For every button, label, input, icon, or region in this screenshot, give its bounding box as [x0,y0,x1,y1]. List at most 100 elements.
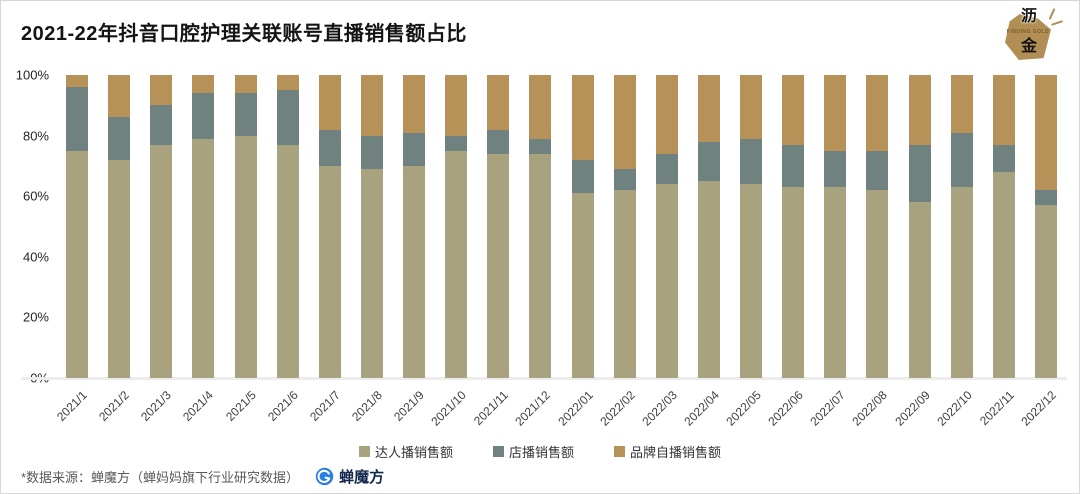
brand-caption: FINDING GOLD [1006,29,1050,35]
bar-segment [908,75,931,145]
legend-item: 店播销售额 [492,442,574,461]
bar-segment [824,187,847,378]
bar-segment [192,75,215,94]
x-tick-label: 2022/10 [934,388,975,429]
bar-segment [403,132,425,166]
bar-segment [66,87,88,151]
legend-label: 达人播销售额 [374,445,453,460]
bar-segment [866,190,889,378]
bar-segment [192,93,215,139]
bar-segment [571,159,594,194]
stacked-bar-2022-04 [697,75,720,378]
bar-segment [487,129,510,154]
bar-segment [66,150,88,378]
stacked-bar-2022-01 [571,75,594,378]
x-tick-label: 2021/3 [138,388,175,424]
x-tick-label: 2021/8 [348,388,385,424]
stacked-bar-2021-9 [403,75,425,378]
bar-segment [992,75,1015,145]
stacked-bar-2021-6 [276,75,299,378]
bar-segment [150,144,173,378]
bar-segment [529,153,552,378]
bar-segment [66,75,88,88]
x-tick-label: 2021/7 [306,388,343,424]
bar-segment [697,181,720,378]
stacked-bar-2021-2 [108,75,131,378]
bar-segment [360,75,383,136]
bar-segment [108,117,131,160]
y-tick-label: 80% [22,128,49,144]
bar-segment [234,135,257,378]
legend-swatch-icon [358,446,370,457]
stacked-bar-2022-03 [655,75,678,378]
bar-segment [529,138,552,154]
stacked-bar-2022-05 [740,75,762,378]
bar-segment [360,168,383,378]
bar-segment [866,150,889,191]
x-tick-label: 2021/9 [391,388,427,424]
bar-segment [613,168,636,191]
stacked-bar-2022-08 [866,75,889,378]
x-tick-label: 2021/5 [222,388,259,424]
bar-segment [992,144,1015,172]
x-tick-label: 2022/02 [597,388,638,429]
y-tick-label: 100% [15,67,49,83]
x-tick-label: 2022/04 [681,388,722,429]
bar-segment [192,138,215,378]
bar-segment [487,75,510,130]
x-tick-label: 2022/06 [765,388,807,429]
x-tick-label: 2022/03 [639,388,680,429]
data-source-note: *数据来源：蝉魔方（蝉妈妈旗下行业研究数据） [21,470,300,485]
bar-segment [655,153,678,185]
x-tick-label: 2022/09 [891,388,933,429]
page-title: 2021-22年抖音口腔护理关联账号直播销售额占比 [21,23,467,45]
bar-segment [613,190,636,378]
bar-segment [740,138,762,185]
x-tick-label: 2022/05 [723,388,764,429]
bar-segment [1034,75,1057,191]
bar-segment [782,144,805,188]
bar-segment [824,150,847,188]
stacked-bar-2022-12 [1034,75,1057,378]
chanmofang-name: 蝉魔方 [339,469,385,486]
bar-segment [403,75,425,133]
legend-item: 品牌自播销售额 [614,442,721,461]
stacked-bar-2021-4 [192,75,215,378]
bar-segment [908,144,931,203]
bar-segment [571,75,594,160]
stacked-bar-2021-11 [487,75,510,378]
bar-segment [1034,205,1057,378]
bar-segment [824,75,847,151]
bar-segment [487,153,510,378]
bar-segment [655,75,678,154]
bar-segment [276,90,299,145]
y-tick-label: 40% [22,249,49,265]
x-tick-label: 2022/07 [807,388,849,429]
bar-segment [697,75,720,142]
lijin-brand-logo: 沥 FINDING GOLD 金 [1003,6,1064,64]
stacked-bar-2021-7 [318,75,341,378]
bar-segment [782,187,805,378]
stacked-bar-2022-06 [782,75,805,378]
bar-segment [950,187,973,378]
y-axis: 0%20%40%60%80%100% [1,68,59,386]
x-tick-label: 2021/1 [54,388,90,424]
stacked-bar-2022-10 [950,75,973,378]
x-axis-labels: 2021/1 2021/2 2021/3 2021/4 2021/5 2021/6 2021… [54,75,1059,429]
bar-segment [108,75,131,118]
bar-segment [360,135,383,169]
brand-char-bottom: 金 [1020,38,1037,55]
chanmofang-icon [315,467,334,486]
bar-segment [571,193,594,378]
stacked-bar-2022-07 [824,75,847,378]
x-tick-label: 2022/11 [976,388,1017,428]
stacked-bar-2022-02 [613,75,636,378]
bar-segment [782,75,805,145]
bar-segment [276,75,299,91]
bar-segment [950,75,973,133]
stacked-bar-2022-11 [992,75,1015,378]
x-tick-label: 2021/12 [512,388,554,429]
stacked-bar-2021-5 [234,75,257,378]
bar-segment [445,150,468,378]
